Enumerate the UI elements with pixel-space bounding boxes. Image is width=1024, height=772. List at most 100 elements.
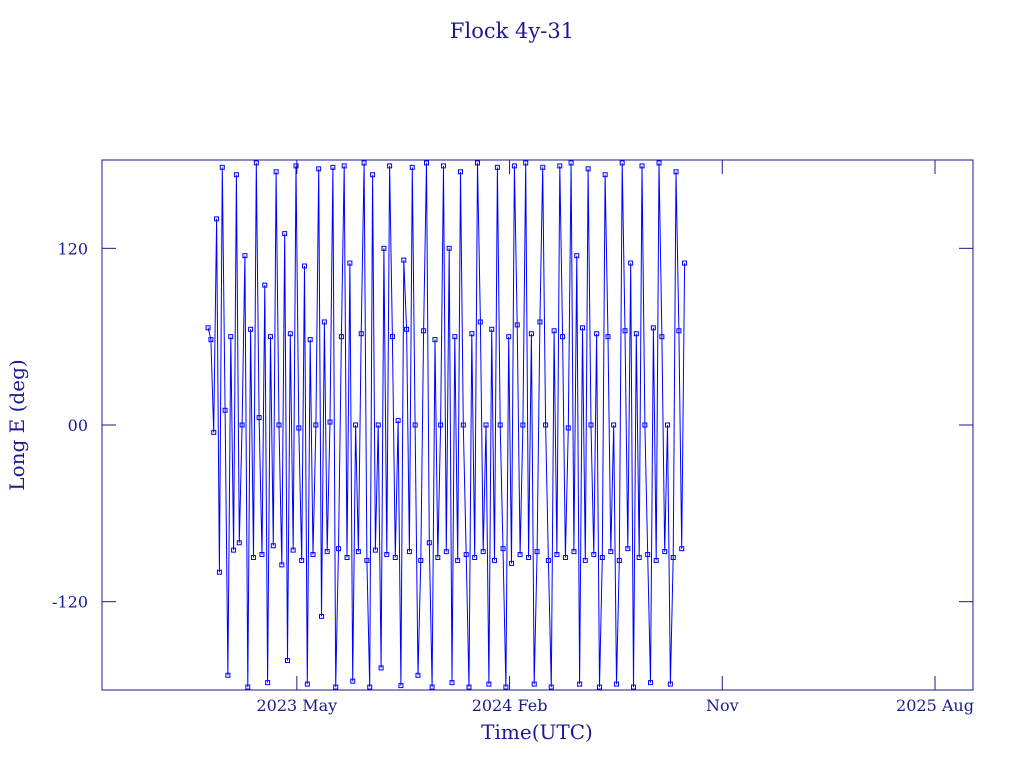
data-point [225,672,231,678]
series-line [207,162,686,688]
data-point [313,422,319,428]
data-point [591,552,597,558]
data-point [415,672,421,678]
data-point [290,547,296,553]
data-point [548,684,554,690]
data-point [611,422,617,428]
data-point [423,160,429,166]
data-point [608,549,614,555]
data-point [273,169,279,175]
data-point [378,665,384,671]
data-point [406,549,412,555]
data-point [256,415,262,421]
data-point [284,658,290,664]
data-point [551,328,557,334]
data-point [267,334,273,340]
data-point [270,543,276,549]
data-point [276,422,282,428]
data-point [472,555,478,560]
data-point [500,546,506,552]
x-tick-label: Nov [706,696,739,715]
data-point [653,557,659,563]
data-point [389,334,395,340]
data-point [443,549,449,555]
data-point [662,549,668,555]
data-point [494,164,500,170]
data-point [381,245,387,251]
data-point [248,326,254,332]
data-point [543,422,549,428]
data-point [517,552,523,558]
data-point [670,555,676,560]
data-point [571,549,577,555]
data-point [438,422,444,428]
data-point [296,425,302,431]
data-point [665,422,671,428]
data-point [523,160,529,166]
data-point [440,163,446,169]
data-point [486,681,492,687]
data-point [228,334,234,340]
data-point [310,552,316,558]
data-point [239,422,245,428]
data-point [409,164,415,170]
data-point [509,560,515,566]
data-point [426,540,432,546]
data-point [534,549,540,555]
data-point [384,552,390,558]
data-point [460,422,466,428]
data-point [526,555,532,560]
data-point [622,328,628,334]
data-point [628,260,634,266]
data-point [353,422,359,428]
data-point [429,684,435,690]
data-point [562,555,568,560]
data-point [364,557,370,563]
data-point [489,326,495,332]
data-point [432,337,438,343]
y-tick-label: 00 [68,416,88,435]
data-point [599,555,605,560]
data-point [588,422,594,428]
data-point [503,684,509,690]
data-point [452,334,458,340]
data-point [639,163,645,169]
y-tick-label: -120 [52,593,88,612]
data-point [477,319,483,325]
data-point [245,684,251,690]
data-point [355,549,361,555]
data-point [421,328,427,334]
data-point [219,164,225,170]
data-point [619,160,625,166]
data-point [265,680,271,686]
data-point [370,172,376,178]
plot-area [205,160,688,690]
data-point [469,331,475,337]
data-point [466,684,472,690]
data-point [324,549,330,555]
data-point [557,163,563,169]
data-point [449,680,455,686]
data-point [625,546,631,552]
data-point [560,334,566,340]
data-point [492,557,498,563]
data-point [565,425,571,431]
data-point [338,334,344,340]
data-point [497,422,503,428]
data-point [656,160,662,166]
data-point [299,557,305,563]
data-point [554,552,560,558]
data-point [279,562,285,568]
x-tick-label: 2023 May [256,696,337,715]
data-point [302,263,308,269]
data-point [605,334,611,340]
data-point [682,260,688,266]
data-point [648,680,654,686]
data-point [401,257,407,263]
data-point [480,549,486,555]
x-tick-label: 2024 Feb [472,696,548,715]
data-point [412,422,418,428]
data-point [404,326,410,332]
data-point [231,547,237,553]
